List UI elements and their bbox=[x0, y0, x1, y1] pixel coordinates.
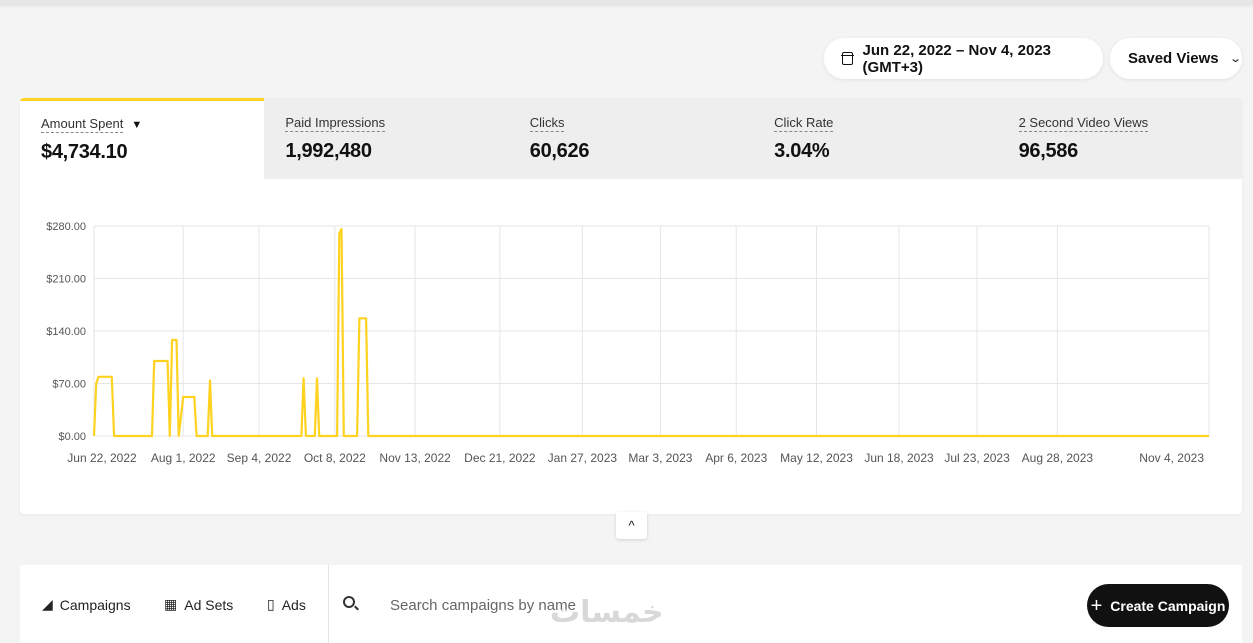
tab-label: Ad Sets bbox=[184, 596, 234, 613]
calendar-icon bbox=[841, 52, 854, 65]
x-tick-label: Jul 23, 2023 bbox=[944, 451, 1010, 465]
saved-views-dropdown[interactable]: Saved Views ⌄ bbox=[1110, 38, 1242, 79]
create-campaign-label: Create Campaign bbox=[1110, 597, 1226, 614]
x-tick-label: Nov 13, 2022 bbox=[379, 451, 451, 465]
metric-tabs: Amount Spent ▼ $4,734.10 Paid Impressions… bbox=[20, 98, 1242, 179]
search-input[interactable] bbox=[390, 593, 990, 617]
caret-down-icon[interactable]: ▼ bbox=[131, 119, 143, 131]
x-tick-label: Aug 1, 2022 bbox=[151, 451, 216, 465]
metrics-chart-card: Amount Spent ▼ $4,734.10 Paid Impressions… bbox=[20, 98, 1242, 514]
metric-tab-amount-spent[interactable]: Amount Spent ▼ $4,734.10 bbox=[20, 98, 265, 179]
chart-svg: $0.00 $70.00 $140.00 $210.00 $280.00 Jun 22, … bbox=[46, 221, 1210, 465]
date-range-label: Jun 22, 2022 – Nov 4, 2023 (GMT+3) bbox=[862, 41, 1051, 76]
tab-ad-sets[interactable]: ▦ Ad Sets bbox=[164, 596, 233, 613]
x-tick-label: Aug 28, 2023 bbox=[1022, 451, 1094, 465]
y-tick-label: $280.00 bbox=[46, 221, 86, 233]
x-tick-label: Jun 18, 2023 bbox=[864, 451, 934, 465]
collapse-chart-button[interactable]: ^ bbox=[616, 512, 647, 539]
metric-tab-click-rate[interactable]: Click Rate 3.04% bbox=[753, 98, 997, 179]
search-icon[interactable] bbox=[343, 596, 355, 608]
x-tick-label: Jan 27, 2023 bbox=[548, 451, 618, 465]
megaphone-icon: ◢ bbox=[42, 596, 53, 612]
metric-tab-clicks[interactable]: Clicks 60,626 bbox=[509, 98, 753, 179]
amount-spent-chart: $0.00 $70.00 $140.00 $210.00 $280.00 Jun 22, … bbox=[20, 179, 1242, 509]
y-tick-label: $210.00 bbox=[46, 274, 86, 286]
y-tick-label: $0.00 bbox=[58, 431, 86, 443]
chevron-down-icon: ⌄ bbox=[1228, 53, 1242, 65]
tab-campaigns[interactable]: ◢ Campaigns bbox=[42, 596, 131, 613]
metric-tab-paid-impressions[interactable]: Paid Impressions 1,992,480 bbox=[264, 98, 508, 179]
metric-label: Click Rate bbox=[774, 115, 834, 132]
x-tick-label: Dec 21, 2022 bbox=[464, 451, 536, 465]
metric-label: Paid Impressions bbox=[285, 115, 386, 132]
plus-icon: + bbox=[1090, 594, 1103, 617]
saved-views-label: Saved Views bbox=[1128, 50, 1219, 67]
metric-tab-video-views[interactable]: 2 Second Video Views 96,586 bbox=[998, 98, 1242, 179]
x-tick-label: Sep 4, 2022 bbox=[227, 451, 292, 465]
x-tick-label: Mar 3, 2023 bbox=[628, 451, 692, 465]
tab-ads[interactable]: ▯ Ads bbox=[267, 596, 306, 613]
date-range-button[interactable]: Jun 22, 2022 – Nov 4, 2023 (GMT+3) bbox=[824, 38, 1103, 79]
metric-label: Clicks bbox=[529, 115, 565, 132]
metric-value: $4,734.10 bbox=[41, 141, 128, 163]
chevron-up-icon: ^ bbox=[628, 518, 635, 533]
watermark-logo: خمسات bbox=[550, 595, 664, 630]
metric-label: 2 Second Video Views bbox=[1018, 115, 1149, 132]
toolbar-divider bbox=[328, 565, 329, 643]
metric-label: Amount Spent bbox=[41, 116, 124, 133]
tab-label: Campaigns bbox=[59, 596, 131, 613]
x-tick-label: Oct 8, 2022 bbox=[304, 451, 366, 465]
metric-value: 96,586 bbox=[1018, 140, 1079, 162]
grid-icon: ▦ bbox=[164, 596, 178, 612]
x-tick-label: Apr 6, 2023 bbox=[705, 451, 767, 465]
x-tick-label: Jun 22, 2022 bbox=[67, 451, 137, 465]
y-tick-label: $140.00 bbox=[46, 326, 86, 338]
x-tick-label: Nov 4, 2023 bbox=[1139, 451, 1204, 465]
x-tick-label: May 12, 2023 bbox=[780, 451, 853, 465]
top-shadow-bar bbox=[0, 0, 1253, 5]
metric-value: 60,626 bbox=[529, 140, 590, 162]
tab-label: Ads bbox=[281, 596, 306, 613]
metric-value: 1,992,480 bbox=[285, 140, 372, 162]
phone-icon: ▯ bbox=[267, 596, 275, 612]
create-campaign-button[interactable]: + Create Campaign bbox=[1087, 584, 1229, 627]
y-tick-label: $70.00 bbox=[52, 379, 86, 391]
metric-value: 3.04% bbox=[774, 140, 830, 162]
campaigns-toolbar: ◢ Campaigns ▦ Ad Sets ▯ Ads خمسات + Crea… bbox=[20, 565, 1242, 643]
series-line-amount-spent bbox=[92, 227, 1209, 438]
